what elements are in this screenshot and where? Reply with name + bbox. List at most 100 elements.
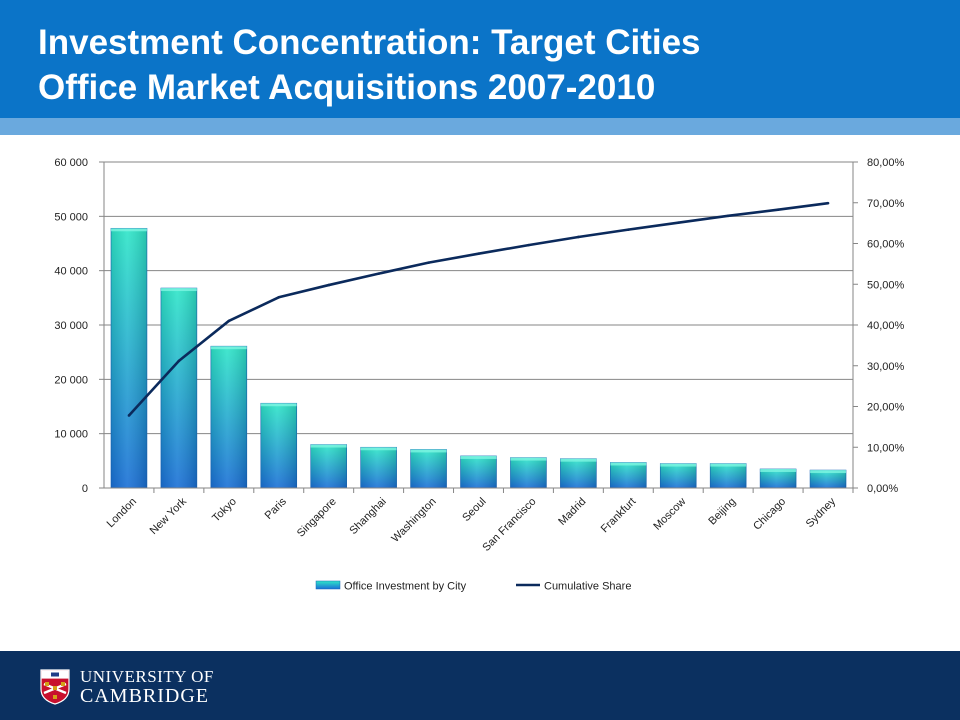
bar-cap (510, 457, 547, 461)
bar (110, 227, 148, 489)
line-point (227, 319, 231, 323)
x-axis-tick-label: Shanghai (347, 496, 388, 537)
bar (659, 463, 697, 489)
bar-cap (210, 346, 247, 350)
university-wordmark: UNIVERSITY OF CAMBRIDGE (80, 668, 214, 707)
title-accent-strip (0, 118, 960, 135)
bar-cap (560, 458, 597, 462)
bar (510, 457, 547, 489)
bar-shading (810, 470, 847, 488)
x-axis-tick-label: Moscow (651, 496, 688, 533)
bar-shading (360, 447, 397, 488)
x-axis-tick-label: Frankfurt (599, 496, 639, 536)
x-axis-tick-label: Tokyo (210, 496, 239, 525)
line-point (726, 214, 730, 218)
bar-shading (660, 463, 697, 488)
bar (610, 462, 647, 489)
slide-title: Investment Concentration: Target Cities … (38, 20, 938, 110)
bar (809, 469, 847, 489)
title-bar (0, 0, 960, 118)
line-point (776, 208, 780, 211)
bar-cap (260, 403, 297, 407)
bar-cap (410, 449, 447, 453)
bar-shading (410, 449, 447, 488)
left-axis-tick-label: 0 (82, 483, 88, 495)
right-axis-tick-label: 20,00% (867, 402, 905, 414)
chart: 0 10 000 20 000 30 000 40 000 50 000 60 000 0,0… (54, 157, 905, 593)
x-axis-tick-label: Beijing (706, 496, 738, 528)
bar (310, 444, 347, 489)
bar-shading (210, 346, 247, 488)
legend-line-label: Cumulative Share (544, 581, 631, 593)
line-point (676, 221, 680, 225)
footer-bar: UNIVERSITY OF CAMBRIDGE (0, 651, 960, 720)
left-axis-tick-label: 40 000 (54, 266, 88, 278)
bar-shading (260, 403, 297, 488)
x-axis-tick-label: Chicago (751, 496, 788, 533)
right-axis-tick-label: 40,00% (867, 320, 905, 332)
right-axis-tick-label: 80,00% (867, 157, 905, 169)
bar-cap (360, 447, 397, 451)
slide-title-line2: Office Market Acquisitions 2007-2010 (38, 68, 656, 107)
bar-cap (810, 470, 847, 474)
bar-shading (310, 444, 347, 488)
bar (360, 446, 397, 489)
bar-shading (710, 463, 747, 488)
bar-shading (560, 458, 597, 488)
x-axis-tick-label: San Francisco (480, 496, 538, 554)
bar-shading (460, 455, 497, 488)
legend-bar-swatch (315, 580, 341, 590)
cambridge-crest-logo (40, 669, 70, 705)
university-wordmark-line1: UNIVERSITY OF (80, 667, 214, 686)
bar-cap (660, 463, 697, 467)
bar (260, 402, 298, 489)
left-axis-tick-label: 30 000 (54, 320, 88, 332)
line-point (127, 414, 131, 417)
bar-shading (610, 462, 647, 488)
bar-cap (610, 462, 647, 466)
left-axis-tick-label: 10 000 (54, 429, 88, 441)
axes (99, 161, 858, 493)
x-axis-tick-label: Sydney (804, 495, 839, 530)
right-axis-tick-label: 60,00% (867, 239, 905, 251)
left-axis-tick-label: 60 000 (54, 157, 88, 169)
line-point (826, 201, 830, 205)
line-point (427, 261, 430, 264)
x-axis-tick-label: Singapore (295, 496, 339, 540)
bar-cap (160, 288, 197, 292)
bar (160, 287, 198, 489)
legend: Office Investment by City Cumulative Shar… (315, 580, 631, 593)
bar-shading (110, 228, 147, 488)
bar (709, 463, 747, 489)
bar-series (110, 227, 847, 489)
right-axis-tick-label: 30,00% (867, 361, 905, 373)
line-series (127, 201, 830, 417)
x-axis-tick-label: Paris (263, 495, 290, 522)
x-axis-tick-label: New York (148, 495, 190, 537)
line-point (377, 272, 380, 275)
bar (460, 455, 497, 489)
bar (560, 458, 597, 489)
line-point (527, 243, 530, 247)
right-axis-tick-label: 50,00% (867, 279, 905, 291)
x-axis-tick-label: London (105, 496, 139, 530)
line-point (177, 359, 181, 363)
line-point (477, 252, 480, 255)
line-point (327, 283, 331, 287)
left-axis-tick-label: 50 000 (54, 211, 88, 223)
bar-cap (110, 228, 147, 232)
right-axis-tick-label: 70,00% (867, 198, 905, 210)
x-axis-tick-label: Washington (389, 496, 438, 545)
bar-shading (160, 288, 197, 488)
left-axis-tick-label: 20 000 (54, 374, 88, 386)
legend-bar-label: Office Investment by City (344, 581, 467, 593)
bar-cap (310, 444, 347, 448)
bar-shading (760, 468, 797, 488)
line-point (627, 228, 630, 231)
x-axis-tick-label: Madrid (556, 496, 588, 528)
right-axis-tick-label: 10,00% (867, 442, 905, 454)
right-axis-tick-label: 0,00% (867, 483, 898, 495)
bar (759, 468, 797, 489)
x-axis-tick-label: Seoul (460, 496, 488, 524)
line-point (277, 295, 281, 299)
